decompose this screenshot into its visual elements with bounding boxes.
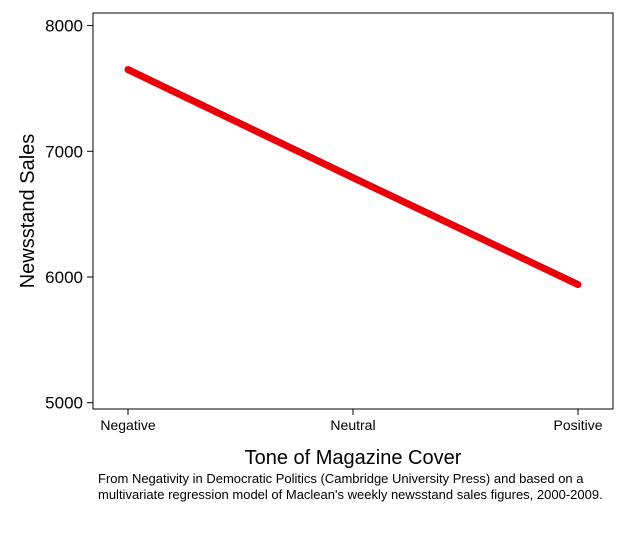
y-tick-label: 7000 <box>45 142 83 161</box>
x-axis-title: Tone of Magazine Cover <box>245 447 462 469</box>
y-tick-label: 6000 <box>45 268 83 287</box>
series-line <box>124 66 582 289</box>
y-tick-label: 8000 <box>45 17 83 36</box>
line-chart: 5000 6000 7000 8000 Negative Neutral Positive T… <box>17 12 614 469</box>
x-tick-label: Positive <box>553 417 602 433</box>
figure-caption: From Negativity in Democratic Politics (… <box>98 471 603 502</box>
x-tick-label: Neutral <box>330 417 375 433</box>
x-tick-label: Negative <box>100 417 155 433</box>
chart-canvas: 5000 6000 7000 8000 Negative Neutral Positive T… <box>17 12 614 469</box>
y-tick-label: 5000 <box>45 394 83 413</box>
y-axis-title: Newsstand Sales <box>17 134 39 289</box>
plot-frame <box>92 12 614 410</box>
